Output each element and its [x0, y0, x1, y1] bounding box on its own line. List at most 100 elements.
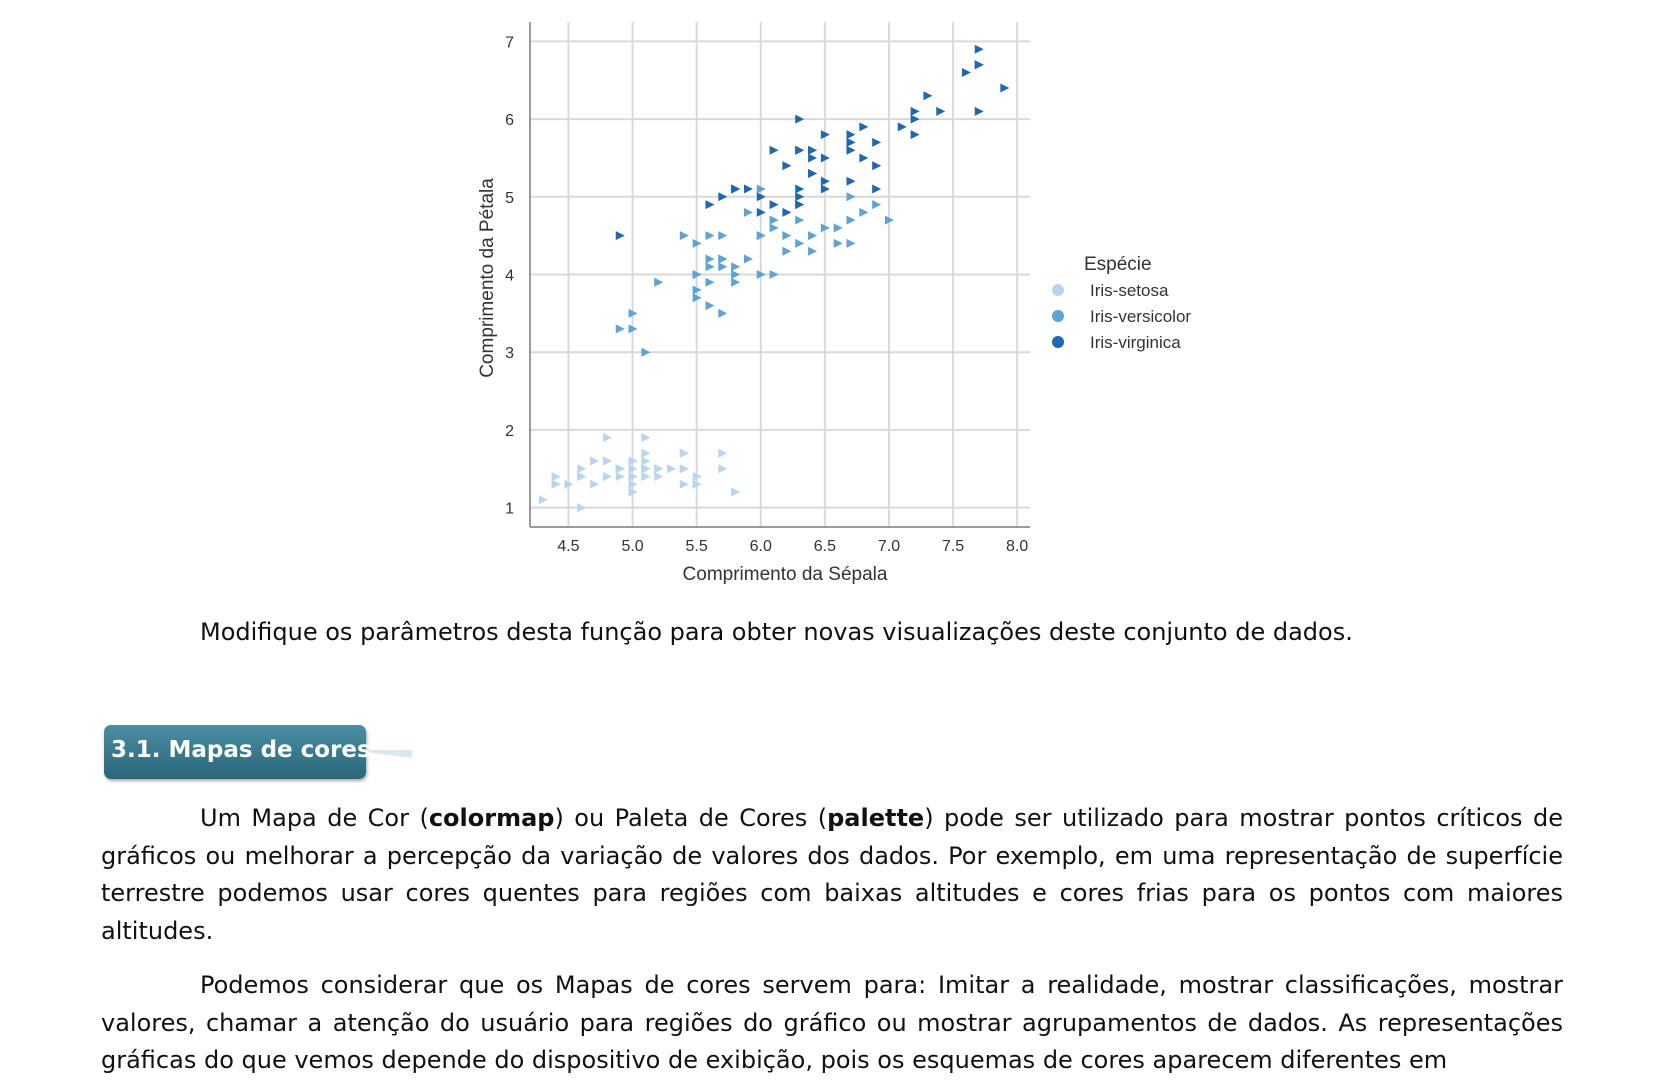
data-point: [846, 130, 856, 140]
data-point: [692, 293, 702, 303]
data-point: [628, 456, 638, 466]
data-point: [833, 238, 843, 248]
paragraph-text: ) ou Paleta de Cores (: [554, 804, 828, 832]
chart-caption: Modifique os parâmetros desta função par…: [200, 618, 1353, 646]
data-point: [577, 503, 587, 513]
data-point: [884, 215, 894, 225]
data-point: [679, 464, 689, 474]
data-point: [872, 184, 882, 194]
data-point: [974, 60, 984, 70]
data-point: [795, 114, 805, 124]
data-point: [602, 456, 612, 466]
chart-legend: Espécie Iris-setosa Iris-versicolor Iris-vi…: [1052, 254, 1191, 352]
data-point: [910, 114, 920, 124]
x-tick-label: 6.5: [814, 538, 836, 555]
chart-ticks: 4.5 5.0 5.5 6.0 6.5 7.0 7.5 8.0 1 2 3 4 5 6 7: [505, 34, 1028, 555]
data-point: [872, 200, 882, 210]
data-point: [718, 448, 728, 458]
data-point: [872, 161, 882, 171]
data-point: [769, 215, 779, 225]
data-point: [923, 91, 933, 101]
data-point: [782, 207, 792, 217]
data-point: [795, 200, 805, 210]
data-point: [590, 456, 600, 466]
data-point: [590, 479, 600, 489]
x-tick-label: 7.0: [878, 538, 900, 555]
x-axis-label: Comprimento da Sépala: [683, 564, 888, 585]
data-point: [654, 277, 664, 287]
data-point: [859, 207, 869, 217]
data-point: [731, 277, 741, 287]
data-point: [654, 472, 664, 481]
data-point: [718, 308, 728, 318]
data-point: [743, 254, 753, 264]
data-point: [846, 215, 856, 225]
data-point: [961, 68, 971, 77]
y-tick-label: 7: [505, 34, 514, 51]
data-point: [679, 448, 689, 458]
data-point: [859, 122, 869, 132]
data-point: [692, 472, 702, 481]
legend-label: Iris-setosa: [1090, 281, 1169, 300]
y-tick-label: 3: [505, 345, 514, 362]
data-point: [538, 495, 548, 505]
data-point: [615, 231, 625, 241]
data-point: [795, 215, 805, 225]
data-point: [846, 137, 856, 147]
x-tick-label: 7.5: [942, 538, 964, 555]
legend-marker: [1052, 336, 1064, 348]
data-point: [718, 231, 728, 241]
data-point: [628, 324, 638, 334]
data-point: [602, 472, 612, 481]
data-point: [910, 106, 920, 116]
data-point: [795, 145, 805, 155]
data-point: [756, 207, 766, 217]
data-point: [628, 487, 638, 497]
data-point: [782, 161, 792, 171]
data-point: [782, 231, 792, 241]
y-tick-label: 2: [505, 423, 514, 440]
data-point: [641, 448, 651, 458]
paragraph-uses: Podemos considerar que os Mapas de cores…: [101, 967, 1563, 1080]
y-tick-label: 5: [505, 190, 514, 207]
data-point: [808, 231, 818, 241]
data-point: [615, 464, 625, 474]
data-point: [846, 192, 856, 202]
data-point: [641, 472, 651, 481]
data-point: [692, 238, 702, 248]
data-point: [692, 285, 702, 295]
data-point: [846, 238, 856, 248]
data-point: [628, 464, 638, 474]
chart-axes: [529, 22, 1030, 528]
data-point: [692, 270, 702, 279]
term-palette: palette: [827, 804, 925, 832]
data-point: [795, 192, 805, 202]
data-point: [820, 176, 830, 186]
legend-marker: [1052, 310, 1064, 322]
data-point: [769, 200, 779, 210]
data-point: [641, 456, 651, 466]
chart-grid: [530, 22, 1030, 527]
data-point: [731, 487, 741, 497]
data-point: [808, 153, 818, 163]
data-point: [718, 464, 728, 474]
data-point: [808, 246, 818, 256]
data-point: [718, 254, 728, 264]
y-tick-label: 4: [505, 268, 514, 285]
data-point: [756, 192, 766, 202]
data-point: [833, 223, 843, 233]
data-point: [615, 472, 625, 481]
x-tick-label: 5.0: [621, 538, 643, 555]
data-point: [731, 270, 741, 279]
data-point: [577, 464, 587, 474]
data-point: [820, 153, 830, 163]
section-tab-wedge: [350, 750, 412, 780]
chart-points: [538, 44, 1010, 513]
data-point: [705, 231, 715, 241]
data-point: [628, 479, 638, 489]
data-point: [897, 122, 907, 132]
data-point: [718, 192, 728, 202]
data-point: [974, 44, 984, 54]
data-point: [628, 308, 638, 318]
data-point: [679, 479, 689, 489]
